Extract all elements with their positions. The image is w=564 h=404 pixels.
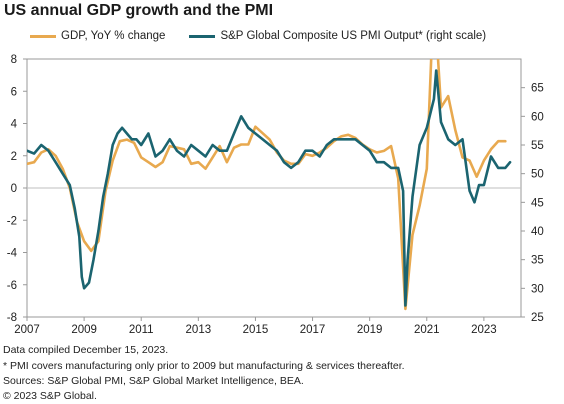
y-right-tick-label: 65 — [531, 83, 544, 95]
gdp-series-line — [27, 59, 507, 311]
y-right-tick-label: 40 — [531, 226, 544, 238]
footnote-date: Data compiled December 15, 2023. — [3, 344, 169, 356]
footnote-sources: Sources: S&P Global PMI, S&P Global Mark… — [3, 375, 304, 387]
x-tick-label: 2011 — [129, 324, 154, 336]
y-left-tick-label: -2 — [7, 215, 17, 227]
y-right-tick-label: 60 — [531, 111, 544, 123]
legend-swatch-pmi — [189, 34, 216, 38]
x-tick-label: 2007 — [14, 324, 40, 336]
y-right-tick-label: 25 — [531, 312, 544, 324]
x-tick-label: 2015 — [243, 324, 269, 336]
legend-swatch-gdp — [30, 34, 56, 38]
pmi-series-line — [27, 69, 512, 307]
y-left-tick-label: 2 — [11, 151, 17, 163]
legend-item-gdp: GDP, YoY % change — [30, 30, 165, 42]
y-left-tick-label: 4 — [11, 119, 18, 131]
y-left-tick-label: 0 — [11, 183, 17, 195]
chart-title: US annual GDP growth and the PMI — [4, 2, 274, 19]
legend-label-pmi: S&P Global Composite US PMI Output* (rig… — [220, 30, 487, 42]
y-right-tick-label: 45 — [531, 197, 544, 209]
footnote-pmi-coverage: * PMI covers manufacturing only prior to… — [3, 360, 405, 372]
legend-label-gdp: GDP, YoY % change — [61, 30, 166, 42]
y-left-tick-label: 8 — [11, 54, 17, 66]
chart-legend: GDP, YoY % change S&P Global Composite U… — [30, 30, 504, 42]
legend-item-pmi: S&P Global Composite US PMI Output* (rig… — [189, 30, 486, 42]
footnote-copyright: © 2023 S&P Global. — [3, 390, 97, 402]
y-left-tick-label: 6 — [11, 86, 17, 98]
y-left-tick-label: -6 — [7, 280, 17, 292]
x-tick-label: 2023 — [471, 324, 497, 336]
x-tick-label: 2009 — [71, 324, 97, 336]
x-tick-label: 2019 — [357, 324, 383, 336]
y-right-tick-label: 30 — [531, 283, 544, 295]
y-left-tick-label: -8 — [7, 312, 17, 324]
x-tick-label: 2013 — [186, 324, 212, 336]
y-left-tick-label: -4 — [7, 248, 18, 260]
x-tick-label: 2021 — [414, 324, 440, 336]
y-right-tick-label: 35 — [531, 255, 544, 267]
y-right-tick-label: 55 — [531, 140, 544, 152]
y-right-tick-label: 50 — [531, 169, 544, 181]
x-tick-label: 2017 — [300, 324, 326, 336]
